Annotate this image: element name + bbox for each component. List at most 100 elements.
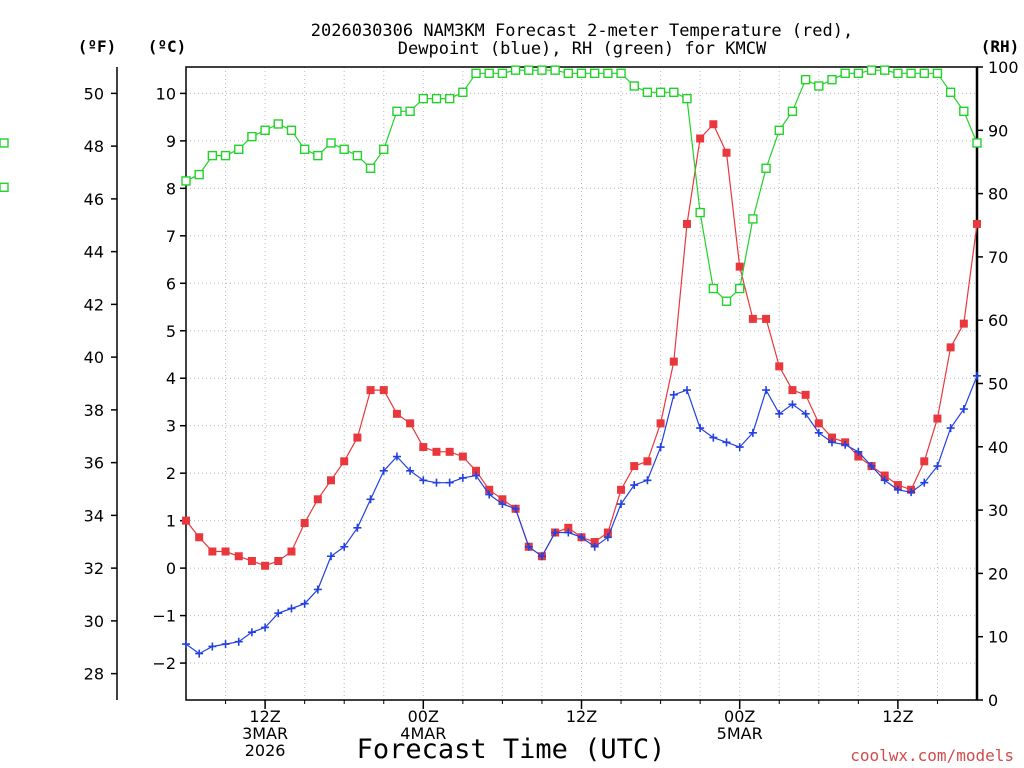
rh-point (761, 163, 771, 173)
time-tick-label: 00Z (724, 707, 755, 726)
chart-title-line-2: Dewpoint (blue), RH (green) for KMCW (398, 39, 767, 59)
rh-point (299, 144, 310, 154)
temperature-point (458, 452, 467, 461)
dewpoint-point (379, 466, 388, 475)
dewpoint-point (722, 438, 731, 447)
temperature-point (893, 481, 902, 490)
rh-axis-label: (RH) (981, 37, 1020, 56)
celsius-tick-label: 6 (166, 274, 176, 293)
temperature-point (366, 386, 375, 395)
celsius-tick-label: 5 (166, 322, 176, 341)
time-tick-label: 12Z (249, 707, 280, 726)
dewpoint-point (893, 485, 902, 494)
dewpoint-point (313, 585, 322, 594)
rh-point (273, 119, 283, 129)
rh-point (247, 131, 257, 142)
fahrenheit-tick-label: 42 (84, 295, 104, 314)
temperature-point (920, 457, 929, 466)
time-tick-label: 12Z (882, 707, 913, 726)
rh-point (576, 68, 587, 79)
rh-point (537, 65, 547, 75)
dewpoint-point (841, 440, 850, 449)
series (0, 65, 982, 658)
rh-point (589, 68, 600, 79)
dewpoint-point (432, 478, 441, 487)
dewpoint-point (973, 371, 981, 380)
rh-point (510, 65, 521, 75)
rh-point (484, 68, 494, 79)
temperature-point (287, 547, 296, 556)
series-line-rh (185, 69, 978, 303)
celsius-tick-label: 2 (166, 464, 176, 483)
celsius-tick-label: 3 (166, 417, 176, 436)
celsius-tick-label: 7 (166, 227, 176, 246)
rh-point (365, 163, 376, 173)
dewpoint-point (880, 476, 889, 485)
dewpoint-point (511, 504, 520, 513)
temperature-point (880, 471, 889, 480)
fahrenheit-tick-label: 46 (84, 190, 104, 209)
rh-point (735, 283, 745, 294)
dewpoint-point (524, 542, 533, 551)
temperature-point (762, 314, 771, 323)
temperature-point (617, 485, 626, 494)
dewpoint-point (682, 386, 691, 395)
temperature-point (327, 476, 336, 485)
celsius-axis-label: (ºC) (148, 37, 187, 56)
rh-axis: 0 10 20 30 40 50 60 70 80 90 100 (977, 58, 1019, 710)
rh-point (563, 68, 574, 79)
rh-point (695, 207, 705, 218)
dewpoint-point (762, 386, 771, 395)
dewpoint-point (340, 542, 349, 551)
temperature-point (274, 557, 283, 566)
rh-point (669, 87, 679, 98)
rh-tick-label: 60 (988, 311, 1008, 330)
rh-point (972, 138, 982, 148)
rh-point (959, 106, 969, 117)
temperature-point (709, 120, 718, 129)
temperature-point (748, 314, 757, 323)
rh-point (774, 125, 784, 136)
dewpoint-point (537, 552, 546, 561)
dewpoint-point (221, 640, 230, 649)
fahrenheit-tick-label: 38 (84, 401, 104, 420)
time-tick-label: 3MAR (242, 724, 288, 743)
rh-point (0, 182, 9, 192)
rh-point (352, 150, 363, 161)
fahrenheit-tick-label: 50 (84, 84, 104, 103)
time-tick-label: 4MAR (400, 724, 446, 743)
rh-point (919, 68, 929, 79)
temperature-point (827, 433, 836, 442)
rh-point (181, 176, 191, 186)
temperature-point (208, 547, 217, 556)
fahrenheit-tick-label: 32 (84, 559, 104, 578)
temperature-point (445, 447, 454, 456)
axes (116, 66, 979, 701)
time-tick-label: 00Z (408, 707, 439, 726)
rh-point (814, 81, 824, 91)
temperature-point (669, 357, 678, 366)
rh-tick-label: 70 (988, 248, 1008, 267)
rh-point (207, 150, 218, 161)
temperature-point (432, 447, 441, 456)
rh-point (629, 81, 639, 91)
source-credit: coolwx.com/models (850, 746, 1014, 765)
rh-point (405, 106, 415, 117)
temperature-point (247, 557, 256, 566)
dewpoint-point (419, 476, 428, 485)
rh-point (880, 65, 890, 75)
fahrenheit-tick-label: 40 (84, 348, 104, 367)
fahrenheit-tick-label: 30 (84, 612, 104, 631)
temperature-point (419, 443, 428, 452)
dewpoint-point (551, 528, 560, 537)
temperature-point (682, 219, 691, 228)
fahrenheit-tick-label: 28 (84, 665, 104, 684)
rh-point (932, 68, 943, 79)
dewpoint-point (788, 400, 797, 409)
dewpoint-point (234, 637, 243, 646)
dewpoint-point (630, 481, 639, 490)
celsius-tick-label: 1 (166, 512, 176, 531)
dewpoint-point (327, 552, 336, 561)
dewpoint-point (274, 609, 283, 618)
rh-point (787, 106, 798, 117)
